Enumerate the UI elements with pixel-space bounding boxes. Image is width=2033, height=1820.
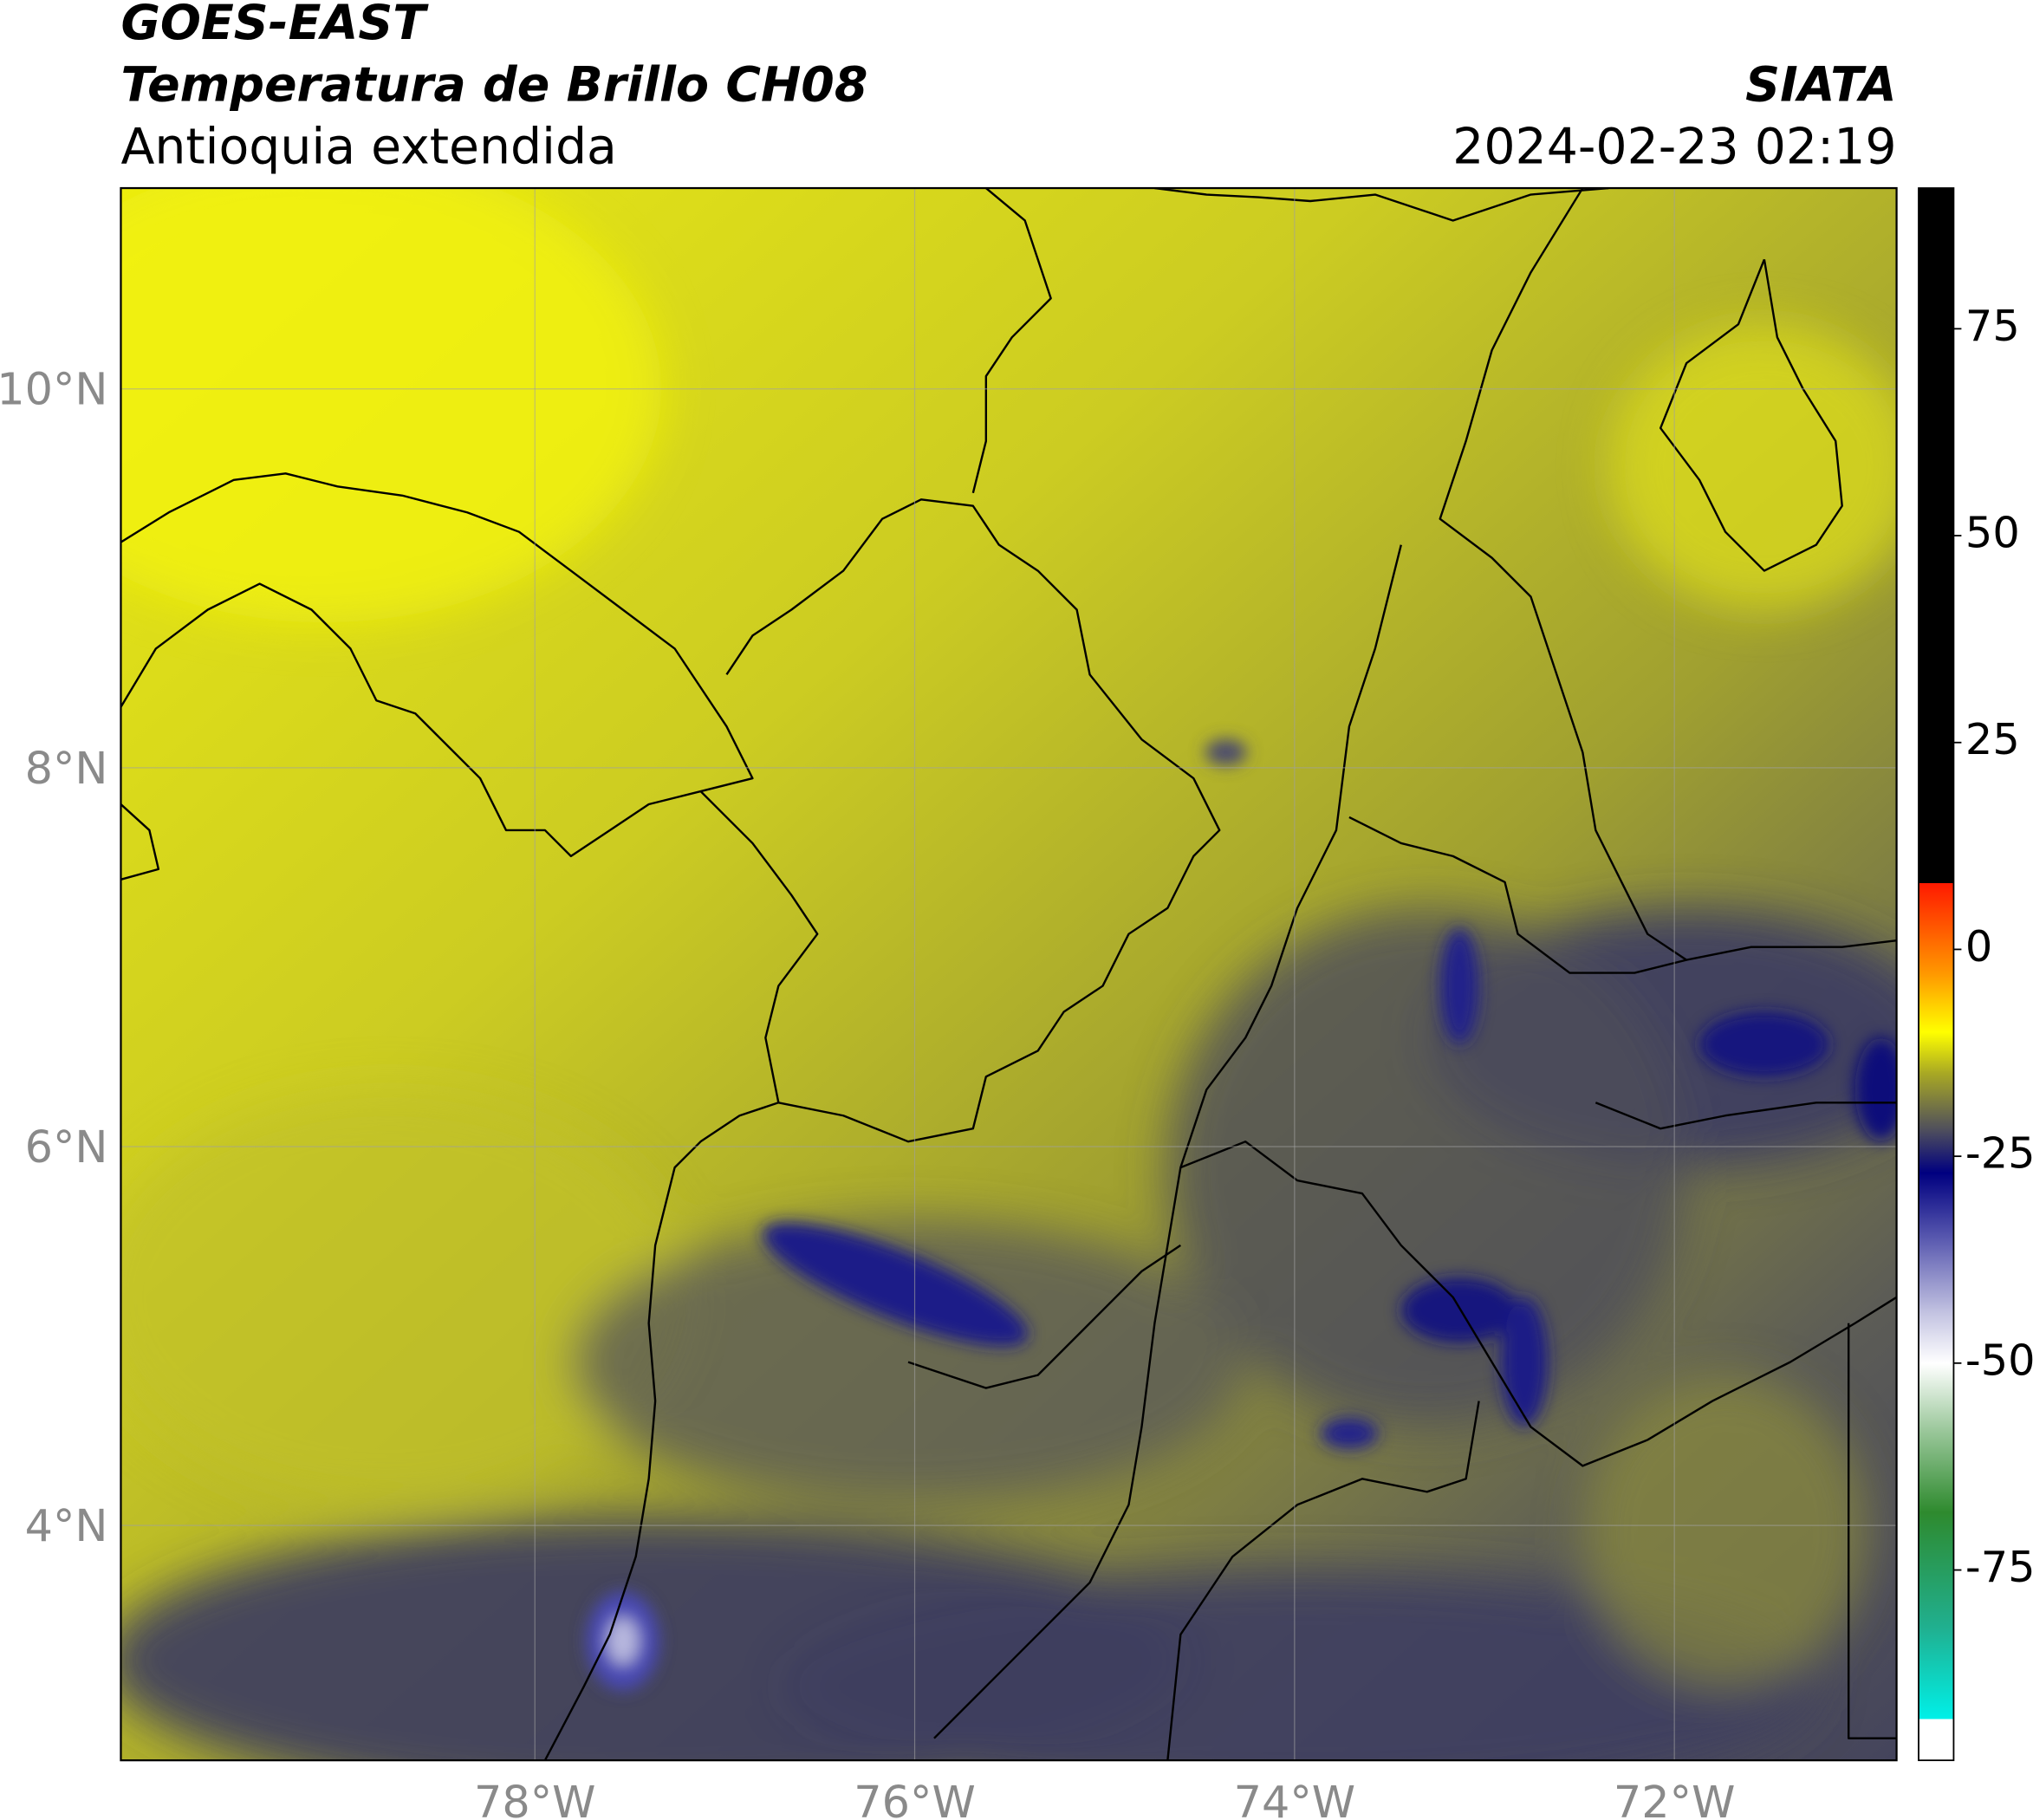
colorbar	[1918, 187, 1955, 1762]
colorbar-tick-label: -50	[1965, 1335, 2033, 1385]
y-tick-label: 10°N	[0, 365, 107, 416]
colorbar-tick-label: 75	[1965, 301, 2020, 351]
colorbar-tick-label: 0	[1965, 921, 1992, 972]
boundaries	[120, 188, 1897, 1761]
x-tick-label: 76°W	[854, 1778, 975, 1820]
x-tick-label: 74°W	[1234, 1778, 1355, 1820]
y-tick-label: 8°N	[25, 744, 108, 795]
agency: SIATA	[1745, 58, 1896, 114]
subtitle: Temperatura de Brillo CH08	[120, 58, 867, 114]
cloud-field	[120, 188, 1897, 1761]
map-area	[120, 188, 1897, 1761]
colorbar-tick-label: 25	[1965, 714, 2020, 764]
convective-cells	[586, 739, 1897, 1691]
region: Antioquia extendida	[120, 119, 616, 176]
colorbar-tick-label: -75	[1965, 1542, 2033, 1592]
y-tick-label: 4°N	[25, 1501, 108, 1552]
title: GOES-EAST	[120, 0, 429, 51]
x-tick-label: 72°W	[1614, 1778, 1735, 1820]
colorbar-tick-label: -25	[1965, 1128, 2033, 1179]
colorbar-tick-label: 50	[1965, 508, 2020, 558]
x-tick-label: 78°W	[474, 1778, 595, 1820]
datetime: 2024-02-23 02:19	[1452, 119, 1896, 176]
y-tick-label: 6°N	[25, 1122, 108, 1173]
map-frame	[120, 186, 1898, 1762]
graticule	[120, 188, 1897, 1761]
